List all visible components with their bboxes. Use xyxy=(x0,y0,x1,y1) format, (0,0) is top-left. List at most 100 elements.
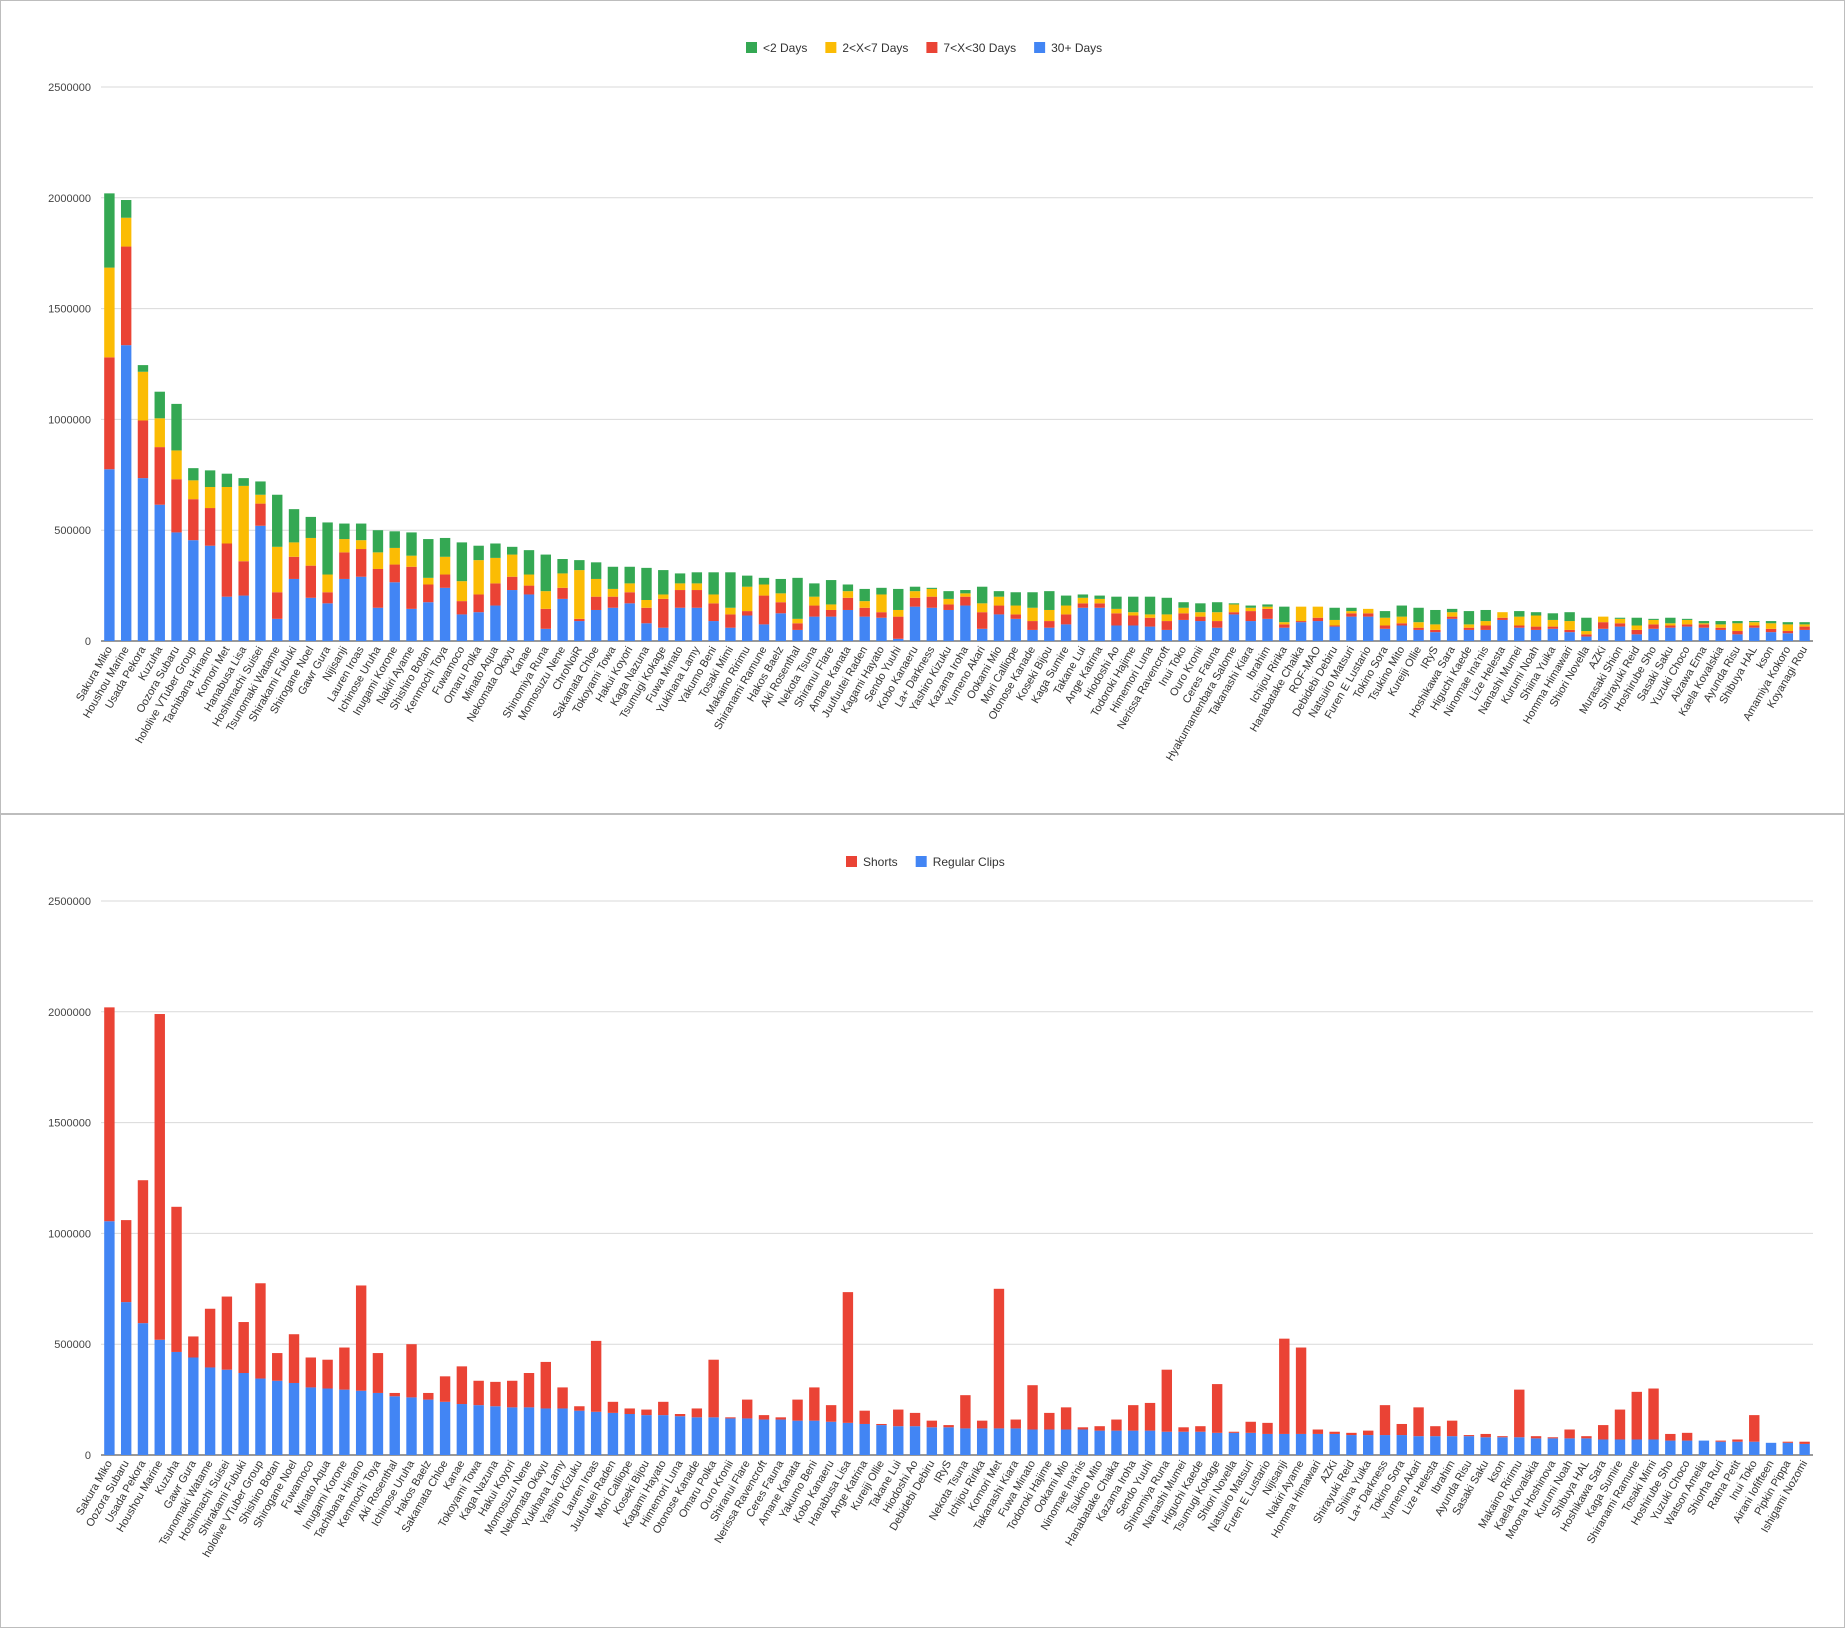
bar-regular-clips-ninomae-ina-nis xyxy=(1077,1429,1089,1455)
bar-2-days-shirayuki-reid xyxy=(1631,617,1642,626)
bar-2-x-7-days-natsuiro-matsuri xyxy=(1346,611,1357,614)
bar-7-x-30-days-chronoir xyxy=(574,618,585,622)
bar-regular-clips-moona-hoshinova xyxy=(1547,1438,1559,1455)
bar-30-days-amamiya-kokoro xyxy=(1782,633,1794,641)
bar-2-days-yuzuki-choco xyxy=(1681,618,1693,620)
bar-shorts-kenmochi-toya xyxy=(372,1353,384,1393)
bar-2-x-7-days-tosaki-mimi xyxy=(725,607,736,615)
bar-shorts-himemori-luna xyxy=(674,1414,686,1417)
bar-30-days-hoshikawa-sara xyxy=(1446,618,1458,641)
bar-7-x-30-days-kaga-nazuna xyxy=(641,607,652,624)
bar-30-days-shiina-yuika xyxy=(1547,628,1559,641)
bar-2-days-nekomata-okayu xyxy=(507,546,518,555)
bar-regular-clips-tsukino-mito xyxy=(1094,1430,1105,1455)
bar-2-x-7-days-kureiji-ollie xyxy=(1413,622,1424,628)
bar-30-days-sasaki-saku xyxy=(1665,627,1676,641)
y-tick-label: 0 xyxy=(85,1450,91,1462)
bar-2-x-7-days-koseki-bijou xyxy=(1044,609,1055,622)
bar-2-x-7-days-tokino-sora xyxy=(1379,617,1391,626)
bar-shorts-fuwa-minato xyxy=(1027,1385,1038,1430)
bar-7-x-30-days-momosuzu-nene xyxy=(557,587,568,599)
bar-7-x-30-days-ceres-fauna xyxy=(1211,621,1223,628)
bar-shorts-irys xyxy=(943,1425,954,1428)
bar-30-days-juufuutei-raden xyxy=(859,616,870,641)
bar-regular-clips-ibrahim xyxy=(1446,1436,1458,1455)
bar-7-x-30-days-ange-katrina xyxy=(1094,603,1105,608)
bar-30-days-otonose-kanade xyxy=(1027,629,1038,641)
bar-shorts-makaino-ririmu xyxy=(1514,1389,1525,1438)
bar-30-days-azki xyxy=(1597,628,1609,641)
bar-2-days-chronoir xyxy=(574,560,585,571)
bar-regular-clips-makaino-ririmu xyxy=(1514,1437,1525,1455)
bar-2-x-7-days-shiori-novella xyxy=(1581,631,1592,635)
bar-regular-clips-hanabatake-chaika xyxy=(1111,1430,1122,1455)
bar-30-days-ichijou-ririka xyxy=(1279,627,1290,641)
bar-shorts-homma-himawari xyxy=(1312,1429,1324,1434)
bar-2-x-7-days-kaga-nazuna xyxy=(641,600,652,608)
bar-7-x-30-days-higuchi-kaede xyxy=(1463,627,1475,630)
bar-regular-clips-fuwamoco xyxy=(305,1387,317,1455)
bar-7-x-30-days-murasaki-shion xyxy=(1614,623,1626,627)
bar-2-days-ichinose-uruha xyxy=(372,530,384,553)
bar-regular-clips-omaru-polka xyxy=(708,1417,719,1455)
bar-30-days-fuwa-minato xyxy=(674,607,686,641)
bar-7-x-30-days-hanabatake-chaika xyxy=(1295,621,1307,623)
bar-2-x-7-days-ookami-mio xyxy=(993,596,1005,606)
bar-regular-clips-homma-himawari xyxy=(1312,1433,1324,1455)
bar-shorts-ayunda-risu xyxy=(1463,1435,1475,1437)
bar-2-x-7-days-gawr-gura xyxy=(322,574,333,593)
bar-shorts-ceres-fauna xyxy=(775,1417,786,1420)
bar-7-x-30-days-nijisanji xyxy=(339,552,350,579)
bar-regular-clips-debidebi-debiru xyxy=(926,1427,938,1455)
bar-shorts-gawr-gura xyxy=(188,1336,199,1358)
bar-regular-clips-shishiro-botan xyxy=(272,1380,283,1455)
legend-swatch xyxy=(1034,42,1046,53)
legend-swatch xyxy=(926,42,938,53)
bar-shorts-kanae xyxy=(456,1366,468,1405)
bar-regular-clips-ayunda-risu xyxy=(1463,1436,1475,1455)
bar-7-x-30-days-hoshirube-sho xyxy=(1648,624,1659,629)
bar-shorts-ratna-petit xyxy=(1732,1439,1743,1442)
bar-shorts-yumeno-akari xyxy=(1413,1407,1424,1437)
bar-shorts-ibrahim xyxy=(1446,1420,1458,1437)
bar-30-days-minato-aqua xyxy=(490,605,501,641)
bar-2-days-hanabusa-lisa xyxy=(238,478,249,486)
bar-2-x-7-days-higuchi-kaede xyxy=(1463,624,1475,628)
bar-30-days-hakui-koyori xyxy=(624,603,635,641)
bar-regular-clips-shiina-yuika xyxy=(1363,1435,1374,1455)
bar-2-x-7-days-yumeno-akari xyxy=(976,603,988,613)
bar-2-days-yumeno-akari xyxy=(976,586,988,604)
bar-2-x-7-days-makaino-ririmu xyxy=(741,586,753,612)
bar-30-days-nekomata-okayu xyxy=(507,590,518,641)
bar-2-x-7-days-hanabusa-lisa xyxy=(238,485,249,562)
bar-30-days-takanashi-kiara xyxy=(1245,621,1256,641)
bar-2-x-7-days-shibuya-hal xyxy=(1749,622,1760,626)
bar-shorts-omaru-polka xyxy=(708,1359,719,1418)
bar-regular-clips-nerissa-ravencroft xyxy=(758,1419,770,1455)
legend-swatch xyxy=(746,42,757,53)
y-tick-label: 2500000 xyxy=(48,896,91,908)
bar-7-x-30-days-homma-himawari xyxy=(1564,629,1575,633)
bar-shorts-yuzuki-choco xyxy=(1681,1432,1693,1441)
bar-regular-clips-ratna-petit xyxy=(1732,1441,1743,1455)
bar-30-days-hiodoshi-ao xyxy=(1111,625,1122,641)
bar-2-x-7-days-sendo-yuuhi xyxy=(893,609,904,617)
bar-2-x-7-days-chronoir xyxy=(574,570,585,619)
bar-2-x-7-days-mori-calliope xyxy=(1010,605,1021,615)
bar-30-days-kobo-kanaeru xyxy=(909,606,921,641)
legend-label: 2<X<7 Days xyxy=(842,41,908,55)
bar-2-x-7-days-shiina-yuika xyxy=(1547,619,1559,627)
bar-2-days-fuwamoco xyxy=(456,542,468,582)
bar-shorts-shishiro-botan xyxy=(272,1353,283,1381)
bar-30-days-hololive-vtuber-group xyxy=(188,540,199,641)
bar-2-x-7-days-shishiro-botan xyxy=(423,577,434,585)
bar-2-x-7-days-kson xyxy=(1765,623,1777,629)
legend-swatch xyxy=(825,42,837,53)
bar-7-x-30-days-inui-toko xyxy=(1178,613,1189,620)
bar-7-x-30-days-makaino-ririmu xyxy=(741,611,753,616)
bar-7-x-30-days-kenmochi-toya xyxy=(439,574,451,588)
bar-30-days-furen-e-lustario xyxy=(1363,616,1374,641)
bar-2-days-himemori-luna xyxy=(1144,596,1156,615)
bar-2-x-7-days-shirayuki-reid xyxy=(1631,625,1642,630)
bar-shorts-mori-calliope xyxy=(624,1408,635,1415)
